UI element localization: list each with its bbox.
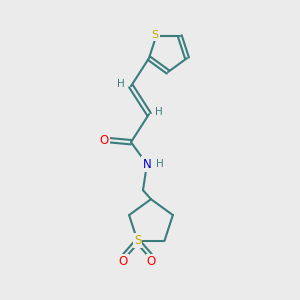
Text: S: S: [152, 30, 159, 40]
Text: H: H: [117, 79, 125, 89]
Text: O: O: [99, 134, 109, 147]
Text: H: H: [155, 107, 163, 117]
Text: N: N: [142, 158, 152, 171]
Text: H: H: [156, 159, 164, 169]
Text: O: O: [147, 255, 156, 268]
Text: O: O: [119, 255, 128, 268]
Text: S: S: [134, 234, 141, 247]
